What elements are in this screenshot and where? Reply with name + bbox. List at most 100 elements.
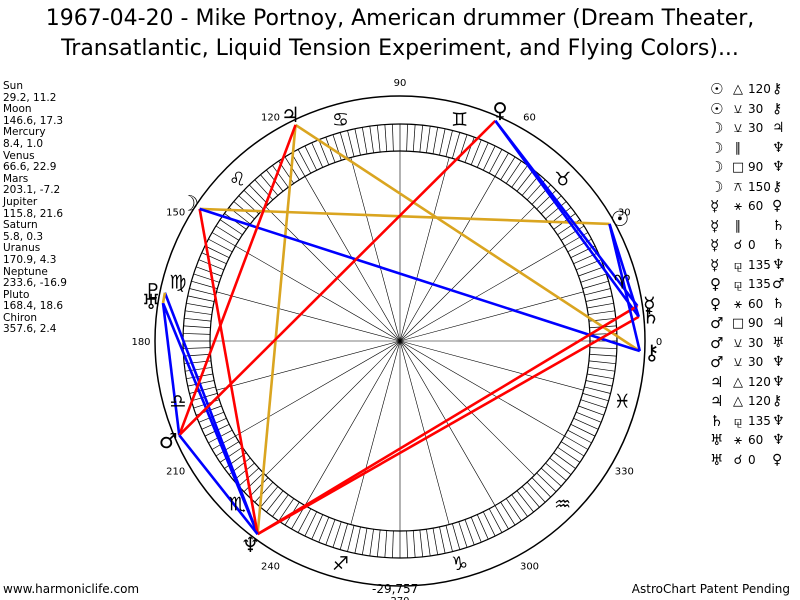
zodiac-sign-glyph: ♈ [614,271,631,293]
radial-spoke [399,157,450,342]
aspect-row: ☉ ⚺ 30 ⚷ [710,100,788,120]
zodiac-sign-glyph: ♒ [554,494,571,516]
planet-value-venus: 66.6, 22.9 [3,161,57,174]
planet-glyph: ♀ [492,99,507,123]
aspect-planet1-glyph: ☉ [710,80,724,98]
aspect-line [178,119,497,437]
aspect-planet1-glyph: ☽ [710,138,724,157]
degree-tick [445,130,453,157]
aspect-degree: 0 [748,452,756,467]
degree-tick [500,501,516,526]
aspect-planet2-glyph: ♅ [772,334,785,351]
aspect-row: ☽ ⚺ 30 ♃ [710,119,788,139]
planet-name-pluto: Pluto [3,288,30,301]
chart-title-line2: Transatlantic, Liquid Tension Experiment… [61,36,739,61]
degree-tick [204,245,230,259]
footer-center-value: -29,757 [372,582,419,596]
degree-tick [406,124,408,152]
degree-tick [582,280,609,289]
aspect-planet2-glyph: ♀ [772,451,783,468]
degree-tick [318,517,330,543]
degree-tick [339,523,348,550]
aspect-degree: 90 [748,160,764,174]
degree-tick [193,273,220,283]
degree-label: 90 [394,78,407,89]
degree-tick [540,467,562,487]
planet-value-sun: 29.2, 11.2 [3,91,57,104]
degree-tick [588,367,615,372]
degree-tick [585,380,613,387]
aspect-row: ♃ △ 120 ♆ [710,373,788,393]
radial-spoke [265,206,401,342]
aspect-row: ♂ ⚺ 30 ♆ [710,353,788,373]
aspect-row: ☿ ⚹ 60 ♀ [710,197,788,217]
aspect-type-glyph: ☌ [733,238,743,253]
degree-tick [578,266,605,277]
degree-tick [426,126,431,153]
degree-tick [580,399,607,409]
aspect-planet2-glyph: ♀ [772,198,783,214]
degree-tick [470,517,482,543]
aspect-degree: 120 [748,374,771,389]
degree-tick [464,519,475,546]
planet-value-saturn: 5.8, 0.3 [3,230,44,243]
aspect-planet1-glyph: ☽ [710,177,724,196]
degree-tick [494,152,509,177]
degree-tick [304,145,318,171]
degree-tick [406,530,408,558]
aspect-row: ☽ □ 90 ♆ [710,158,788,178]
aspect-planet2-glyph: ♆ [772,432,785,448]
planet-glyph: ♂ [159,429,178,453]
degree-tick [187,295,215,302]
radial-spoke [304,340,401,506]
zodiac-sign-glyph: ♎ [169,391,186,413]
degree-tick [505,498,522,522]
degree-tick [560,225,585,241]
degree-tick [215,225,240,241]
aspect-degree: 90 [748,316,764,330]
aspect-planet1-glyph: ☿ [710,197,720,215]
aspect-planet1-glyph: ♃ [710,392,724,410]
aspect-type-glyph: ⚺ [733,121,743,136]
aspect-degree: 135 [748,277,771,291]
degree-label: 270 [390,596,409,600]
degree-tick [452,523,461,550]
degree-tick [589,353,617,357]
degree-tick [516,169,534,192]
degree-tick [361,528,368,555]
aspect-row: ☽ ⚻ 150 ⚷ [710,178,788,198]
degree-tick [439,128,446,156]
aspect-planet1-glyph: ♀ [710,275,721,293]
aspect-line [161,302,181,436]
footer-website: www.harmoniclife.com [3,582,140,596]
degree-tick [526,481,546,503]
aspect-planet1-glyph: ♅ [710,450,724,469]
aspect-row: ♅ ☌ 0 ♀ [710,451,788,471]
degree-tick [588,310,615,315]
degree-tick [311,142,324,168]
planet-name-saturn: Saturn [3,219,38,232]
degree-tick [325,136,336,163]
degree-tick [186,373,213,380]
degree-tick [325,519,336,546]
aspect-degree: 135 [748,257,771,272]
aspect-line [256,304,639,536]
degree-tick [432,127,439,154]
aspect-planet2-glyph: ♆ [772,159,785,175]
aspect-type-glyph: □ [731,160,745,175]
degree-tick [578,405,605,416]
degree-label: 30 [618,208,631,219]
planet-name-mercury: Mercury [3,126,46,139]
planet-glyph: ☉ [611,207,630,231]
aspect-type-glyph: ⚺ [733,335,743,351]
degree-tick [183,333,211,335]
degree-tick [494,505,509,530]
aspect-planet2-glyph: ♆ [772,256,785,273]
aspect-row: ♃ △ 120 ⚷ [710,392,788,412]
zodiac-sign-glyph: ♍ [169,271,186,293]
aspect-degree: 135 [748,413,771,428]
aspect-type-glyph: ⚼ [733,413,743,429]
degree-tick [369,126,374,153]
aspect-degree: 30 [748,121,764,135]
radial-spoke [399,340,584,391]
